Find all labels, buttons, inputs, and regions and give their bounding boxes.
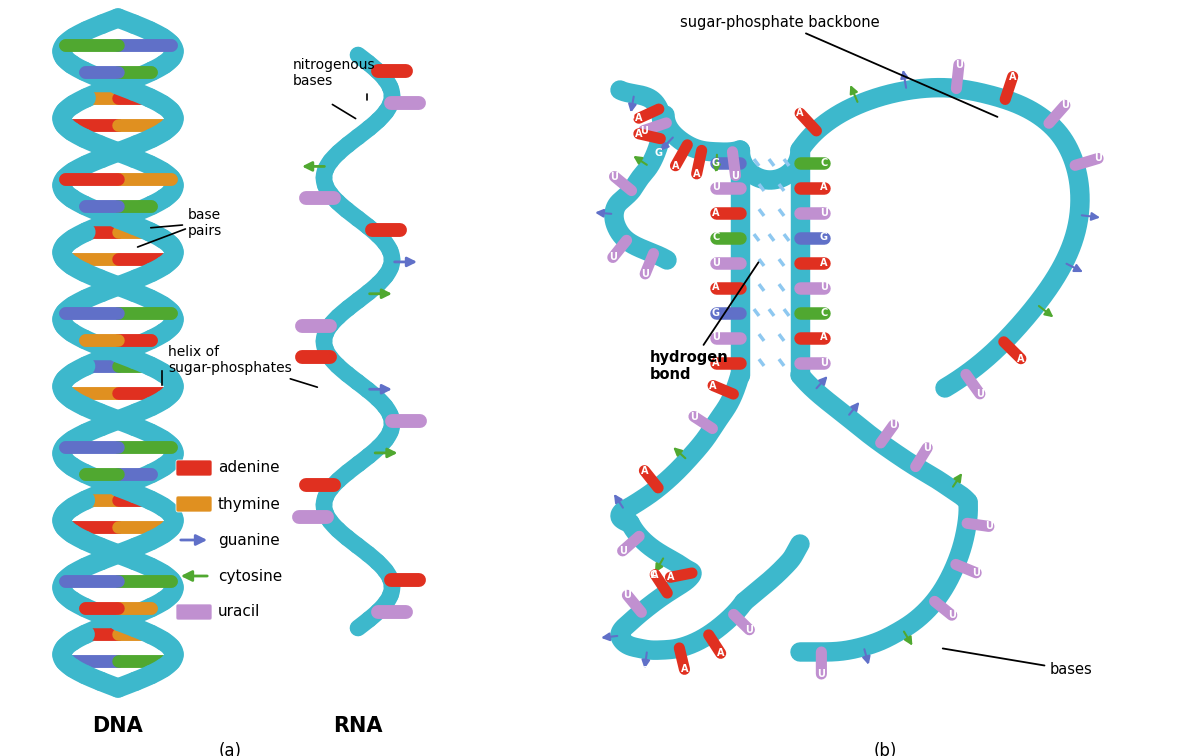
Text: A: A [712, 358, 719, 367]
Text: A: A [672, 161, 679, 171]
Text: base
pairs: base pairs [151, 208, 223, 238]
Text: nitrogenous
bases: nitrogenous bases [294, 58, 376, 101]
Text: U: U [817, 669, 825, 679]
Text: A: A [635, 129, 643, 139]
Text: G: G [594, 634, 602, 643]
Text: G: G [588, 207, 597, 217]
Text: U: U [619, 546, 626, 556]
Text: G: G [857, 395, 865, 404]
Text: U: U [712, 258, 720, 268]
Text: G: G [898, 62, 907, 72]
Text: A: A [821, 182, 828, 193]
Text: hydrogen
bond: hydrogen bond [650, 262, 758, 383]
Text: U: U [608, 253, 617, 262]
Text: G: G [640, 667, 648, 677]
Text: A: A [1017, 354, 1025, 364]
Text: U: U [821, 358, 828, 367]
Text: U: U [1094, 153, 1102, 163]
Text: A: A [796, 108, 804, 118]
Text: U: U [641, 269, 650, 279]
Text: helix of
sugar-phosphates: helix of sugar-phosphates [167, 345, 317, 387]
FancyBboxPatch shape [176, 460, 212, 476]
Text: A: A [1009, 72, 1016, 82]
Text: G: G [865, 663, 874, 673]
Text: A: A [635, 113, 643, 123]
Text: C: C [910, 643, 917, 653]
Text: U: U [1061, 101, 1069, 110]
Text: U: U [821, 283, 828, 293]
Text: G: G [1099, 213, 1107, 223]
Text: C: C [845, 77, 852, 88]
Text: C: C [667, 440, 674, 451]
Text: U: U [984, 522, 993, 531]
Text: C: C [627, 149, 634, 160]
Text: U: U [745, 624, 753, 635]
Text: (b): (b) [874, 742, 897, 756]
Text: (a): (a) [218, 742, 242, 756]
Text: U: U [690, 411, 698, 422]
Text: C: C [712, 171, 719, 181]
Text: G: G [825, 369, 834, 379]
Text: sugar-phosphate backbone: sugar-phosphate backbone [680, 14, 997, 117]
Text: A: A [652, 570, 659, 580]
Text: cytosine: cytosine [218, 569, 282, 584]
Text: A: A [710, 380, 717, 391]
Text: thymine: thymine [218, 497, 281, 512]
Text: U: U [948, 610, 956, 620]
Text: G: G [821, 233, 828, 243]
FancyBboxPatch shape [176, 604, 212, 620]
Text: U: U [973, 568, 980, 578]
Text: A: A [693, 169, 700, 179]
Text: G: G [712, 157, 720, 168]
Text: U: U [976, 389, 983, 399]
Text: guanine: guanine [218, 532, 279, 547]
Text: A: A [666, 572, 674, 582]
Text: U: U [731, 171, 739, 181]
FancyBboxPatch shape [176, 496, 212, 512]
Text: G: G [1081, 268, 1089, 278]
Text: U: U [821, 207, 828, 218]
Text: A: A [712, 207, 719, 218]
Text: G: G [626, 110, 634, 120]
Text: U: U [611, 172, 619, 181]
Text: U: U [712, 333, 720, 342]
Text: bases: bases [943, 649, 1093, 677]
Text: G: G [654, 147, 663, 158]
Text: adenine: adenine [218, 460, 279, 476]
Text: uracil: uracil [218, 605, 261, 619]
Text: DNA: DNA [93, 716, 144, 736]
Text: RNA: RNA [334, 716, 383, 736]
Text: U: U [955, 60, 963, 70]
Text: C: C [1052, 314, 1059, 324]
Text: C: C [960, 466, 967, 476]
Text: G: G [608, 487, 617, 497]
Text: U: U [923, 443, 931, 453]
Text: G: G [712, 308, 720, 318]
Text: C: C [821, 308, 828, 318]
Text: U: U [712, 182, 720, 193]
Text: A: A [821, 333, 828, 342]
Text: A: A [717, 649, 724, 658]
Text: U: U [890, 420, 897, 430]
Text: A: A [640, 466, 648, 476]
Text: C: C [650, 570, 657, 580]
Text: C: C [821, 157, 828, 168]
Text: U: U [624, 590, 631, 600]
Text: A: A [712, 283, 719, 293]
Text: A: A [680, 665, 689, 674]
Text: C: C [712, 233, 719, 243]
Text: A: A [821, 258, 828, 268]
Text: U: U [640, 125, 647, 135]
